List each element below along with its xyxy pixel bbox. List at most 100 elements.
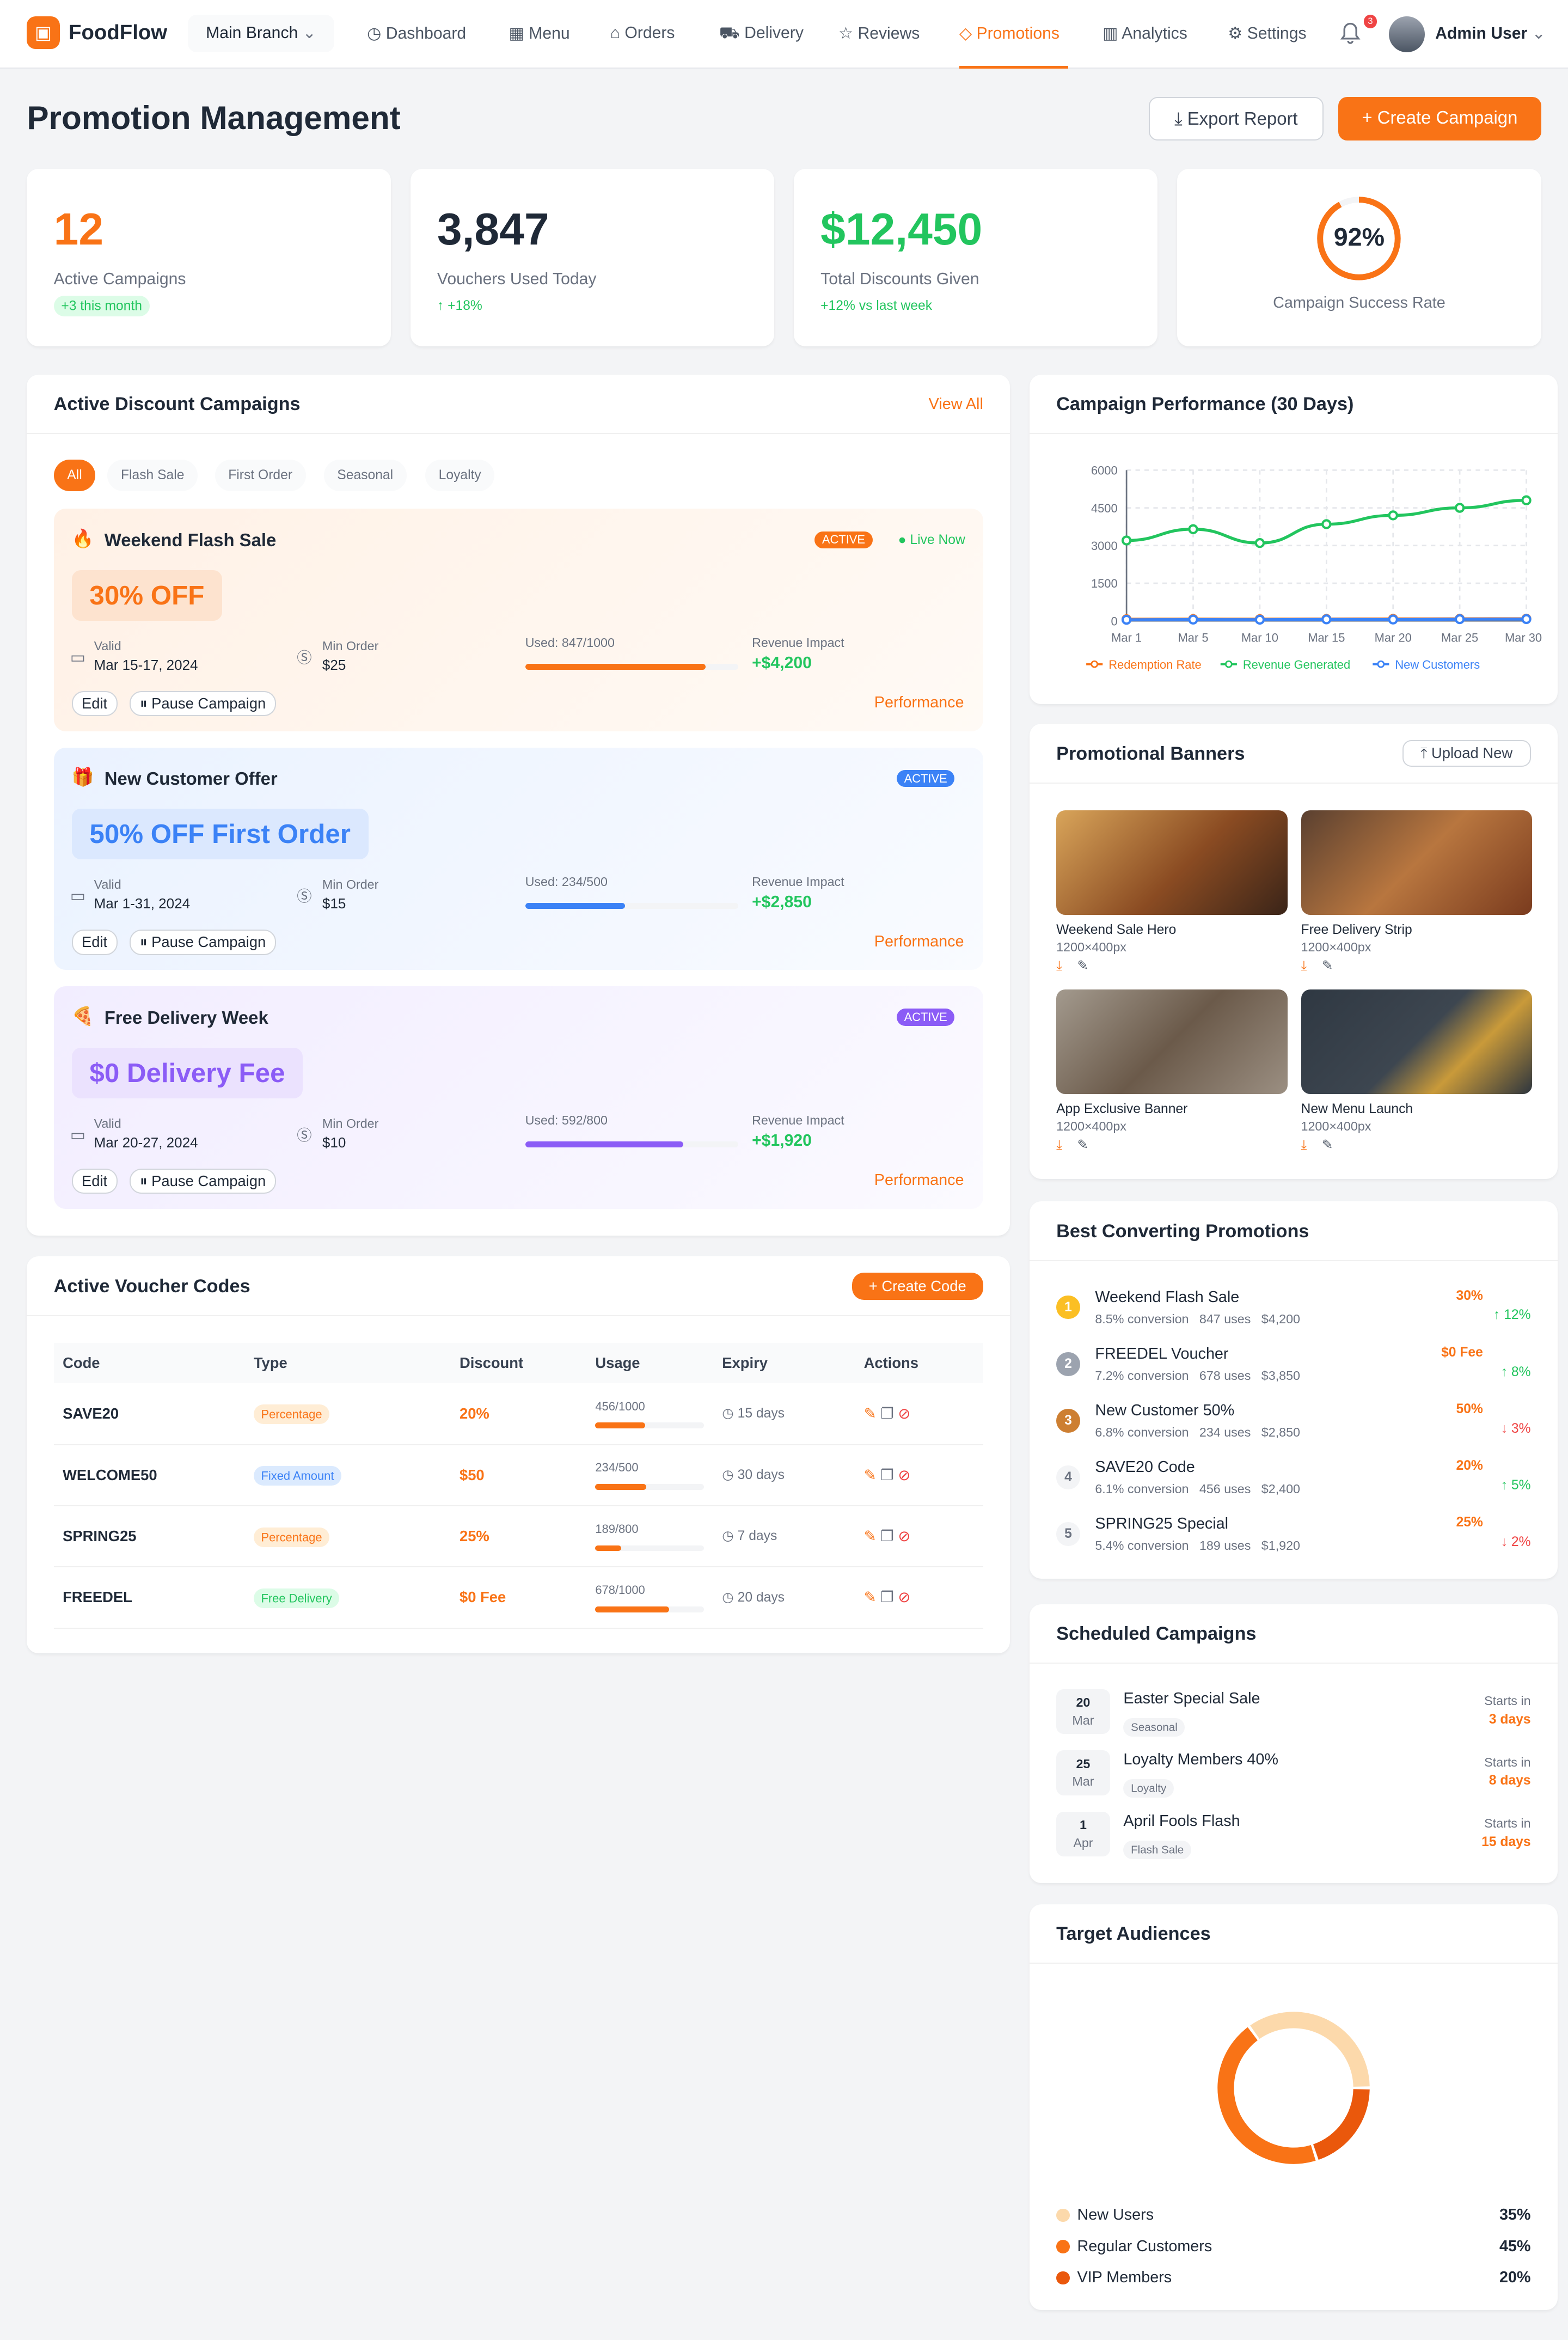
performance-link[interactable]: Performance: [874, 932, 964, 950]
nav-item-promotions[interactable]: ◇ Promotions: [959, 24, 1059, 43]
edit-icon[interactable]: ✎: [1321, 1138, 1333, 1153]
data-point[interactable]: [1521, 614, 1532, 624]
uses: 847 uses: [1199, 1311, 1251, 1326]
banner-image[interactable]: [1301, 989, 1533, 1094]
performance-link[interactable]: Performance: [874, 694, 964, 712]
revenue: $2,400: [1261, 1482, 1301, 1496]
legend-item: New Users 35%: [1056, 2205, 1531, 2226]
view-all-link[interactable]: View All: [928, 395, 983, 413]
campaign-name: Free Delivery Week: [104, 1007, 268, 1028]
data-point[interactable]: [1454, 614, 1465, 625]
disable-icon[interactable]: ⊘: [898, 1588, 911, 1606]
nav-item-settings[interactable]: ⚙ Settings: [1228, 24, 1306, 43]
scheduled-item[interactable]: 1 Apr April Fools Flash Flash Sale Starts…: [1030, 1811, 1558, 1866]
list-item[interactable]: 3 New Customer 50% 6.8% conversion 234 u…: [1030, 1401, 1558, 1452]
data-point[interactable]: [1121, 535, 1132, 546]
pause-campaign-button[interactable]: ⏸︎ Pause Campaign: [130, 930, 276, 955]
card-title: Scheduled Campaigns: [1056, 1623, 1257, 1645]
copy-icon[interactable]: ❐: [880, 1466, 894, 1483]
data-point[interactable]: [1321, 614, 1332, 625]
live-indicator: ● Live Now: [898, 533, 965, 548]
copy-icon[interactable]: ❐: [880, 1528, 894, 1545]
bell-icon[interactable]: [1340, 21, 1361, 45]
edit-icon[interactable]: ✎: [1321, 958, 1333, 974]
download-icon[interactable]: ⤓: [1301, 1138, 1307, 1153]
nav-item-delivery[interactable]: ⛟ Delivery: [719, 24, 804, 45]
list-item[interactable]: 4 SAVE20 Code 6.1% conversion 456 uses $…: [1030, 1458, 1558, 1508]
table-row: SAVE20 Percentage 20% 456/1000 ◷ 15 days…: [53, 1383, 983, 1445]
data-point[interactable]: [1321, 519, 1332, 529]
banner-image[interactable]: [1301, 810, 1533, 915]
scheduled-item[interactable]: 25 Mar Loyalty Members 40% Loyalty Starts…: [1030, 1750, 1558, 1804]
legend-item[interactable]: New Customers: [1373, 658, 1480, 671]
nav-label: Settings: [1247, 24, 1307, 42]
download-icon[interactable]: ⤓: [1056, 1138, 1063, 1153]
list-item[interactable]: 2 FREEDEL Voucher 7.2% conversion 678 us…: [1030, 1345, 1558, 1395]
filter-first-order[interactable]: First Order: [215, 460, 306, 491]
donut-slice-vip-members[interactable]: [1313, 2088, 1370, 2160]
banner-image[interactable]: [1056, 810, 1288, 915]
avatar[interactable]: [1389, 16, 1425, 52]
x-tick-label: Mar 25: [1441, 631, 1478, 644]
category-tag: Seasonal: [1123, 1718, 1185, 1737]
disable-icon[interactable]: ⊘: [898, 1466, 911, 1483]
filter-all[interactable]: All: [53, 460, 96, 491]
nav-item-analytics[interactable]: ▥ Analytics: [1102, 24, 1187, 43]
edit-icon[interactable]: ✎: [1077, 958, 1089, 974]
create-code-button[interactable]: + Create Code: [852, 1273, 983, 1300]
pause-label: Pause Campaign: [151, 1172, 266, 1189]
edit-button[interactable]: Edit: [71, 691, 118, 717]
filter-flash-sale[interactable]: Flash Sale: [107, 460, 198, 491]
legend-item[interactable]: Redemption Rate: [1086, 658, 1202, 671]
data-point[interactable]: [1254, 614, 1265, 625]
data-point[interactable]: [1188, 614, 1198, 625]
top-nav: ▣ FoodFlow Main Branch ⌄ ◷ Dashboard ▦ Me…: [0, 0, 1568, 69]
data-point[interactable]: [1388, 614, 1398, 625]
nav-item-dashboard[interactable]: ◷ Dashboard: [367, 24, 466, 43]
edit-icon[interactable]: ✎: [863, 1466, 877, 1483]
upload-new-button[interactable]: ⤒ Upload New: [1402, 740, 1531, 767]
download-icon[interactable]: ⤓: [1301, 958, 1307, 974]
nav-item-orders[interactable]: ⌂ Orders: [610, 24, 675, 42]
list-item[interactable]: 5 SPRING25 Special 5.4% conversion 189 u…: [1030, 1514, 1558, 1565]
filter-seasonal[interactable]: Seasonal: [323, 460, 407, 491]
edit-icon[interactable]: ✎: [863, 1404, 877, 1422]
pause-campaign-button[interactable]: ⏸︎ Pause Campaign: [130, 1168, 276, 1194]
usage-text: Used: 592/800: [525, 1113, 608, 1128]
filter-loyalty[interactable]: Loyalty: [425, 460, 495, 491]
scheduled-item[interactable]: 20 Mar Easter Special Sale Seasonal Start…: [1030, 1689, 1558, 1743]
voucher-table: Code Type Discount Usage Expiry Actions SAVE2…: [53, 1343, 983, 1629]
download-icon[interactable]: ⤓: [1056, 958, 1063, 974]
live-label: Live Now: [910, 533, 965, 548]
data-point[interactable]: [1521, 495, 1532, 505]
data-point[interactable]: [1188, 524, 1198, 534]
edit-icon[interactable]: ✎: [863, 1528, 877, 1545]
edit-icon[interactable]: ✎: [1077, 1138, 1089, 1153]
disable-icon[interactable]: ⊘: [898, 1528, 911, 1545]
banner-image[interactable]: [1056, 989, 1288, 1094]
export-report-button[interactable]: ⤓ Export Report: [1149, 97, 1324, 140]
legend-item[interactable]: Revenue Generated: [1220, 658, 1350, 671]
data-point[interactable]: [1121, 614, 1132, 625]
clock-icon: ◷: [722, 1468, 734, 1483]
nav-item-reviews[interactable]: ☆ Reviews: [838, 24, 920, 43]
list-item[interactable]: 1 Weekend Flash Sale 8.5% conversion 847…: [1030, 1288, 1558, 1339]
performance-link[interactable]: Performance: [874, 1171, 964, 1189]
create-campaign-button[interactable]: + Create Campaign: [1338, 97, 1541, 140]
pause-campaign-button[interactable]: ⏸︎ Pause Campaign: [130, 691, 276, 717]
copy-icon[interactable]: ❐: [880, 1588, 894, 1606]
donut-slice-new-users[interactable]: [1250, 2011, 1370, 2087]
grid-icon: ▦: [509, 24, 524, 42]
edit-button[interactable]: Edit: [71, 930, 118, 955]
disable-icon[interactable]: ⊘: [898, 1404, 911, 1422]
data-point[interactable]: [1388, 510, 1398, 521]
edit-icon[interactable]: ✎: [863, 1588, 877, 1606]
user-menu[interactable]: Admin User ⌄: [1435, 24, 1546, 43]
data-point[interactable]: [1454, 503, 1465, 513]
edit-button[interactable]: Edit: [71, 1168, 118, 1194]
branch-selector[interactable]: Main Branch ⌄: [188, 15, 334, 52]
copy-icon[interactable]: ❐: [880, 1404, 894, 1422]
data-point[interactable]: [1254, 537, 1265, 548]
donut-slice-regular-customers[interactable]: [1217, 2027, 1316, 2164]
nav-item-menu[interactable]: ▦ Menu: [509, 24, 569, 43]
